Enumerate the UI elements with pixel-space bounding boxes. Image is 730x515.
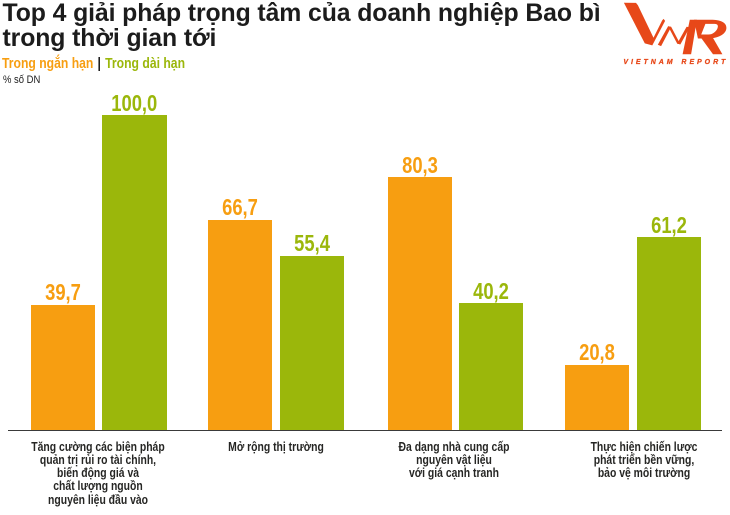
svg-text:VIETNAM REPORT: VIETNAM REPORT [623,59,728,66]
